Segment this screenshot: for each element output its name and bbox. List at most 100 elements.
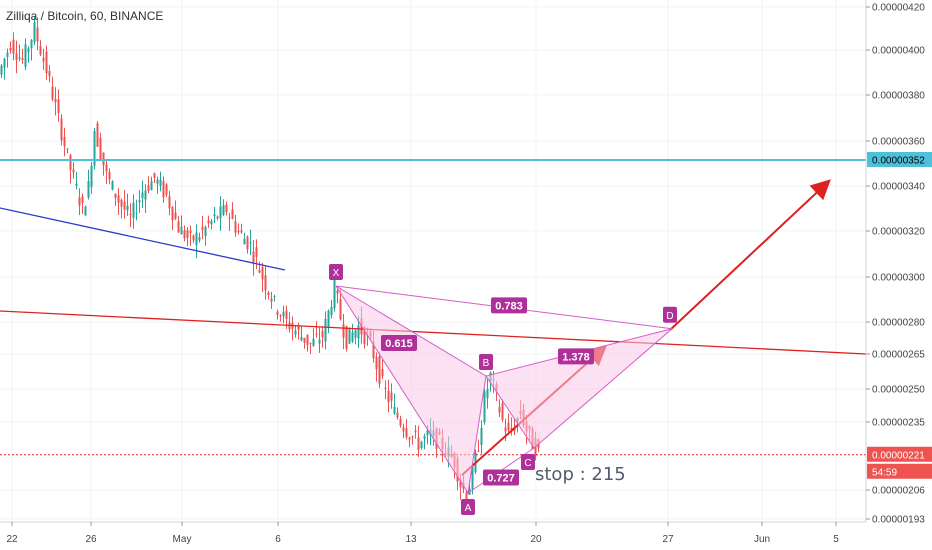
candle-body bbox=[120, 199, 123, 207]
candle-body bbox=[393, 406, 396, 414]
candle-body bbox=[504, 427, 507, 432]
candle-body bbox=[411, 436, 414, 438]
pattern-triangle-xab bbox=[335, 285, 487, 495]
projection-arrow bbox=[669, 179, 831, 331]
candle-body bbox=[225, 204, 228, 213]
candle-body bbox=[363, 327, 366, 345]
candle-body bbox=[66, 148, 69, 150]
candle-body bbox=[390, 392, 393, 401]
candle-body bbox=[111, 181, 114, 190]
candle-body bbox=[108, 171, 111, 180]
candle-body bbox=[234, 221, 237, 233]
fib-ratio-badge bbox=[381, 335, 417, 351]
candle-body bbox=[357, 325, 360, 339]
time-axis[interactable]: 22 26 May 6 13 20 27 Jun 5 bbox=[0, 521, 866, 545]
candle-body bbox=[354, 330, 357, 338]
candle-body bbox=[129, 214, 132, 216]
current-price-badge: 0.00000221 bbox=[872, 450, 925, 461]
candle-body bbox=[150, 180, 153, 191]
candle-body bbox=[138, 200, 141, 203]
candle-body bbox=[282, 311, 285, 317]
time-tick-label: 6 bbox=[275, 534, 281, 545]
candle-body bbox=[180, 226, 183, 235]
candle-body bbox=[144, 190, 147, 200]
time-tick-label: 5 bbox=[833, 534, 839, 545]
candle-body bbox=[396, 412, 399, 418]
candle-body bbox=[405, 428, 408, 438]
candle-body bbox=[72, 169, 75, 173]
countdown-badge: 54:59 bbox=[872, 467, 897, 478]
candle-body bbox=[21, 57, 24, 61]
candle-body bbox=[327, 310, 330, 328]
fib-ratio-label: 0.727 bbox=[487, 473, 515, 485]
candle-body bbox=[270, 298, 273, 302]
time-tick-label: 27 bbox=[662, 534, 674, 545]
candle-body bbox=[204, 227, 207, 237]
candle-body bbox=[9, 48, 12, 51]
candle-body bbox=[231, 209, 234, 219]
candle-body bbox=[420, 441, 423, 449]
candle-body bbox=[306, 334, 309, 345]
candle-body bbox=[372, 341, 375, 359]
candle-body bbox=[54, 98, 57, 103]
candle-body bbox=[48, 71, 51, 77]
candle-body bbox=[261, 266, 264, 280]
candle-body bbox=[381, 368, 384, 377]
pattern-point-label: D bbox=[666, 311, 673, 322]
candle-body bbox=[387, 390, 390, 403]
candle-body bbox=[426, 430, 429, 436]
price-tick-label: 0.00000193 bbox=[872, 515, 925, 526]
candle-body bbox=[177, 221, 180, 233]
pattern-point-badge bbox=[479, 354, 493, 370]
candle-body bbox=[498, 407, 501, 413]
candle-body bbox=[294, 330, 297, 335]
candle-body bbox=[249, 242, 252, 244]
candle-body bbox=[333, 277, 336, 309]
candle-body bbox=[459, 479, 462, 488]
candle-body bbox=[399, 419, 402, 426]
candle-body bbox=[309, 342, 312, 344]
time-tick-label: 22 bbox=[6, 534, 18, 545]
candle-body bbox=[480, 427, 483, 445]
candle-body bbox=[477, 450, 480, 452]
candle-body bbox=[315, 333, 318, 335]
candle-body bbox=[471, 466, 474, 489]
candle-body bbox=[36, 27, 39, 42]
candle-body bbox=[483, 390, 486, 423]
candle-body bbox=[486, 388, 489, 399]
price-axis[interactable]: 0.00000420 0.00000400 0.00000380 0.00000360… bbox=[865, 0, 932, 526]
pattern-point-label: X bbox=[333, 268, 340, 279]
candle-body bbox=[222, 205, 225, 215]
candle-body bbox=[255, 247, 258, 257]
resistance-price-badge: 0.00000352 bbox=[872, 156, 925, 167]
candle-body bbox=[375, 356, 378, 370]
candle-body bbox=[3, 58, 6, 68]
blue-trendline bbox=[0, 207, 286, 271]
candle-body bbox=[156, 179, 159, 184]
pattern-point-label: A bbox=[465, 503, 472, 514]
candle-body bbox=[318, 339, 321, 344]
time-tick-label: Jun bbox=[754, 534, 770, 545]
candle-body bbox=[6, 52, 9, 58]
resistance-price-badge-bg bbox=[867, 152, 932, 167]
candle-body bbox=[213, 214, 216, 217]
candle-body bbox=[258, 269, 261, 273]
candle-body bbox=[81, 196, 84, 203]
candle-body bbox=[117, 195, 120, 203]
candle-body bbox=[78, 197, 81, 206]
pattern-point-label: B bbox=[483, 358, 490, 369]
candle-body bbox=[228, 217, 231, 219]
candle-body bbox=[501, 403, 504, 420]
fib-ratio-label: 0.783 bbox=[495, 300, 523, 312]
candle-body bbox=[510, 428, 513, 430]
candle-body bbox=[252, 251, 255, 263]
candle-body bbox=[63, 137, 66, 147]
candle-body bbox=[0, 65, 3, 75]
fib-ratio-badge bbox=[491, 297, 527, 314]
candle-body bbox=[30, 40, 33, 48]
candle-body bbox=[75, 183, 78, 186]
candle-body bbox=[105, 164, 108, 172]
candle-body bbox=[303, 337, 306, 343]
